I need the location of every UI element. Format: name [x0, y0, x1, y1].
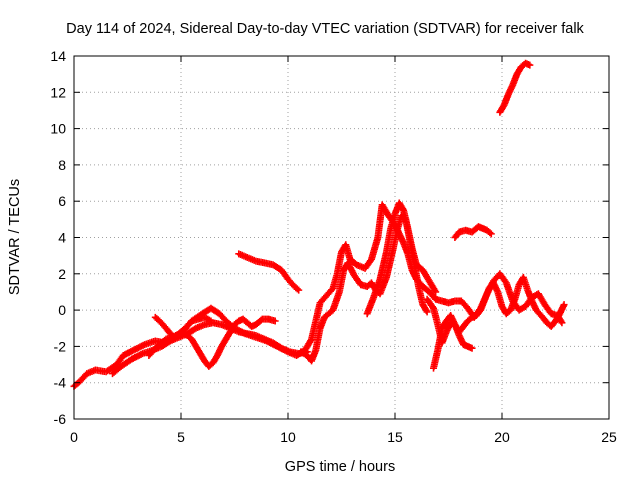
series-track-e	[235, 250, 303, 294]
x-tick-label: 20	[494, 429, 510, 445]
data-point	[486, 229, 494, 237]
series-track-k	[496, 59, 534, 116]
x-tick-label: 15	[387, 429, 403, 445]
series-track-g	[363, 199, 440, 318]
data-point	[295, 286, 303, 294]
x-axis-label: GPS time / hours	[285, 459, 395, 475]
x-tick-label: 25	[601, 429, 617, 445]
x-tick-label: 10	[280, 429, 296, 445]
data-point	[293, 285, 301, 293]
y-tick-label: 12	[50, 84, 66, 100]
data-point	[423, 308, 431, 316]
data-point	[487, 230, 495, 238]
axis-ticks: 0 5 10 15 20 25 -6 -4 -2 0 2 4 6 8 10 12 14	[50, 48, 617, 445]
data-point	[422, 306, 430, 314]
data-point	[271, 317, 279, 325]
y-tick-label: 0	[58, 302, 66, 318]
y-tick-label: -2	[54, 338, 67, 354]
y-tick-label: -4	[54, 375, 67, 391]
chart-title: Day 114 of 2024, Sidereal Day-to-day VTE…	[66, 21, 584, 37]
data-points	[70, 59, 568, 390]
x-tick-label: 5	[177, 429, 185, 445]
data-point	[560, 301, 568, 309]
series-track-i	[430, 273, 568, 372]
y-tick-label: 4	[58, 230, 66, 246]
data-point	[432, 288, 440, 296]
y-tick-label: 14	[50, 48, 66, 64]
data-point	[399, 205, 407, 213]
data-point	[468, 344, 476, 352]
y-tick-label: 6	[58, 193, 66, 209]
data-point	[558, 319, 566, 327]
grid	[74, 56, 609, 419]
data-point	[207, 317, 215, 325]
series-track-d	[151, 313, 279, 370]
data-point	[526, 61, 534, 69]
series-track-b	[109, 319, 311, 378]
y-tick-label: 8	[58, 157, 66, 173]
series-track-j	[451, 223, 495, 241]
y-tick-label: 10	[50, 121, 66, 137]
x-tick-label: 0	[70, 429, 78, 445]
y-axis-label: SDTVAR / TECUs	[7, 179, 23, 295]
y-tick-label: 2	[58, 266, 66, 282]
series-track-a	[70, 201, 566, 390]
y-tick-label: -6	[54, 411, 67, 427]
